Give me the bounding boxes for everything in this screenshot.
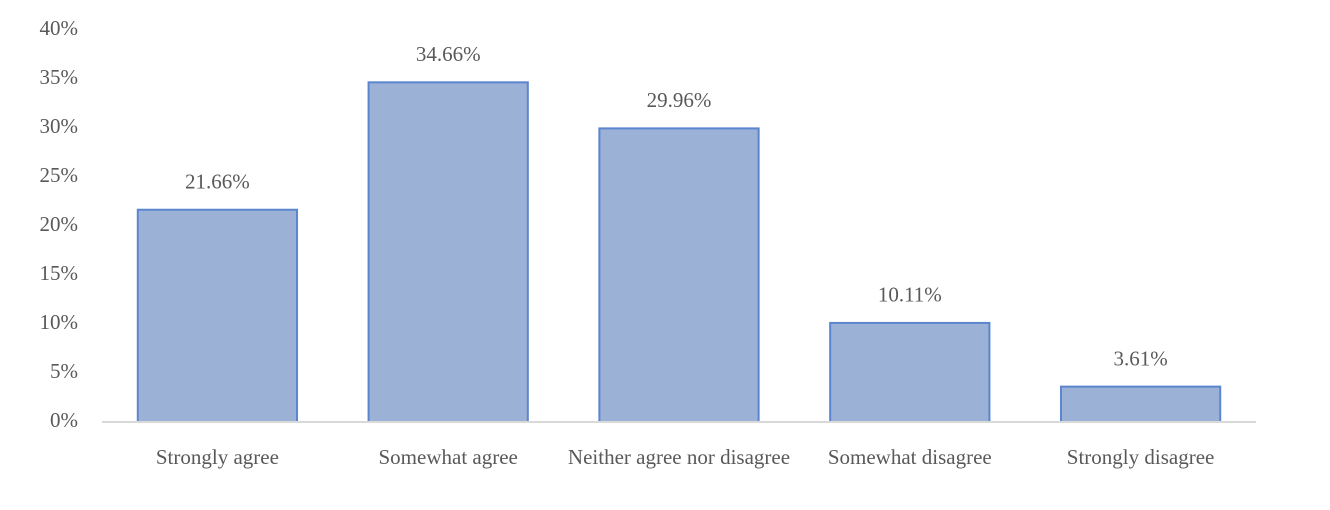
data-label: 29.96% bbox=[647, 88, 712, 112]
y-tick-label: 35% bbox=[40, 65, 79, 89]
y-tick-label: 0% bbox=[50, 408, 78, 432]
x-tick-label: Somewhat agree bbox=[378, 445, 518, 469]
y-tick-label: 5% bbox=[50, 359, 78, 383]
bar bbox=[598, 127, 760, 423]
data-label: 34.66% bbox=[416, 42, 481, 66]
y-tick-label: 15% bbox=[40, 261, 79, 285]
data-label: 21.66% bbox=[185, 170, 250, 194]
x-tick-label: Strongly disagree bbox=[1066, 445, 1215, 469]
y-tick-label: 20% bbox=[40, 212, 79, 236]
bar bbox=[829, 321, 991, 423]
x-tick-label: Somewhat disagree bbox=[827, 445, 992, 469]
data-label: 10.11% bbox=[878, 283, 942, 307]
x-tick-label: Neither agree nor disagree bbox=[567, 445, 791, 469]
y-tick-label: 30% bbox=[40, 114, 79, 138]
x-tick-label: Strongly agree bbox=[155, 445, 279, 469]
y-tick-label: 10% bbox=[40, 310, 79, 334]
bar bbox=[367, 81, 529, 423]
bar bbox=[136, 208, 299, 423]
bar bbox=[1059, 385, 1222, 424]
y-tick-label: 25% bbox=[40, 163, 79, 187]
data-label: 3.61% bbox=[1113, 346, 1167, 370]
y-tick-label: 40% bbox=[40, 16, 79, 40]
